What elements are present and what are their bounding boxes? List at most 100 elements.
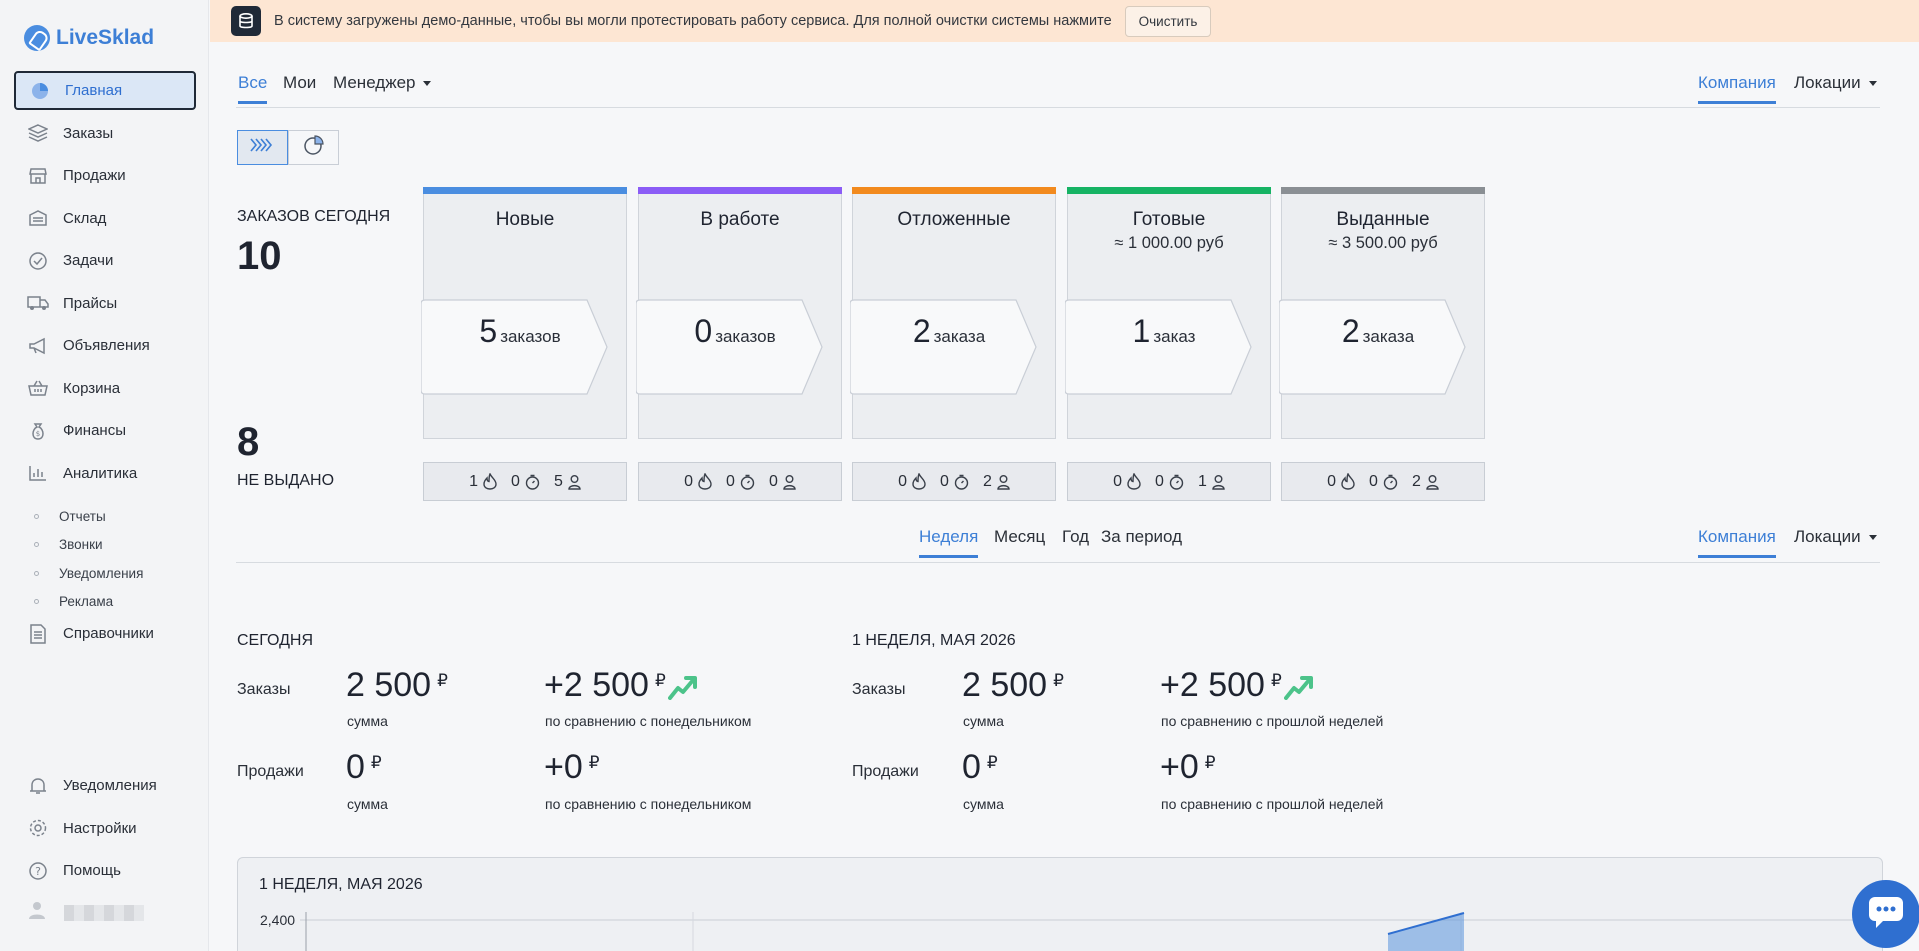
svg-text:?: ? — [35, 865, 41, 878]
week-sales-caption: сумма — [963, 796, 1004, 812]
arrow-shape — [421, 299, 608, 395]
value-text: +2 500 — [1160, 666, 1265, 704]
tab-week[interactable]: Неделя — [919, 527, 979, 558]
sidebar-item-home[interactable]: Главная — [14, 71, 196, 110]
overdue-count: 0 — [511, 472, 520, 490]
urgent-count: 1 — [469, 472, 479, 490]
dashboard-icon — [29, 81, 51, 101]
chat-bubble-icon — [1867, 895, 1905, 934]
value-text: 2 500 — [962, 666, 1048, 704]
money-bag-icon: $ — [27, 421, 49, 441]
tab-month[interactable]: Месяц — [994, 527, 1046, 546]
status-amount: ≈ 3 500.00 руб — [1328, 234, 1438, 252]
count-number: 5 — [479, 313, 498, 349]
today-orders-delta-caption: по сравнению с понедельником — [545, 713, 752, 729]
status-mini-stats[interactable]: 0 0 1 — [1067, 462, 1271, 501]
clients-count: 1 — [1197, 472, 1207, 490]
tab-company-period[interactable]: Компания — [1698, 527, 1776, 558]
manager-dropdown[interactable]: Менеджер — [333, 73, 431, 101]
store-icon — [27, 166, 49, 186]
status-count: 0 заказов — [639, 313, 831, 350]
bullet-icon — [34, 513, 39, 519]
submenu-item-notifications[interactable]: Уведомления — [34, 559, 143, 588]
sidebar-item-orders[interactable]: Заказы — [14, 114, 196, 153]
sidebar-item-settings[interactable]: Настройки — [14, 809, 196, 848]
person-icon — [783, 474, 796, 490]
sidebar-item-ads[interactable]: Объявления — [14, 326, 196, 365]
overdue-stat: 0 — [511, 473, 540, 491]
sidebar-item-label: Настройки — [63, 819, 137, 837]
tab-custom-period[interactable]: За период — [1101, 527, 1183, 546]
count-number: 0 — [694, 313, 713, 349]
sidebar-item-finance[interactable]: $ Финансы — [14, 411, 196, 450]
sidebar-item-help[interactable]: ? Помощь — [14, 851, 196, 890]
stopwatch-icon — [740, 474, 755, 490]
status-card[interactable]: В работе 0 заказов — [636, 187, 842, 439]
status-mini-stats[interactable]: 1 0 5 — [423, 462, 627, 501]
sidebar-item-analytics[interactable]: Аналитика — [14, 454, 196, 493]
status-color-bar — [1067, 187, 1271, 194]
status-count: 1 заказ — [1068, 313, 1260, 350]
tab-company[interactable]: Компания — [1698, 73, 1776, 104]
urgent-stat: 0 — [684, 473, 712, 491]
status-mini-stats[interactable]: 0 0 2 — [852, 462, 1056, 501]
logo[interactable]: LiveSklad — [24, 25, 154, 51]
submenu-item-calls[interactable]: Звонки — [34, 531, 143, 560]
sidebar-item-sales[interactable]: Продажи — [14, 156, 196, 195]
locations-dropdown[interactable]: Локации — [1794, 73, 1877, 101]
clear-demo-button[interactable]: Очистить — [1124, 5, 1212, 37]
overdue-count: 0 — [1369, 472, 1378, 490]
submenu-label: Реклама — [59, 594, 114, 610]
area-series — [1388, 913, 1464, 951]
arrow-shape — [850, 299, 1037, 395]
basket-icon — [27, 378, 49, 398]
fire-icon — [1341, 473, 1355, 490]
count-word: заказ — [1153, 327, 1196, 346]
today-sales-delta: +0 ₽ — [544, 748, 600, 787]
value-text: +0 — [544, 748, 583, 786]
clients-stat: 2 — [1412, 473, 1439, 491]
status-card[interactable]: Новые 5 заказов — [421, 187, 627, 439]
status-title: Новые — [495, 209, 555, 230]
value-text: +0 — [1160, 748, 1199, 786]
clients-stat: 5 — [554, 473, 581, 491]
today-orders-label: Заказы — [237, 681, 291, 698]
value-text: 0 — [346, 748, 365, 786]
status-card[interactable]: Выданные ≈ 3 500.00 руб 2 заказа — [1279, 187, 1485, 439]
sidebar-item-prices[interactable]: Прайсы — [14, 284, 196, 323]
currency-symbol: ₽ — [986, 753, 998, 772]
main-nav: Главная Заказы Продажи Склад Задачи Прай… — [14, 71, 196, 496]
overdue-count: 0 — [940, 472, 949, 490]
not-issued-label: НЕ ВЫДАНО — [237, 472, 335, 489]
tab-mine[interactable]: Мои — [283, 73, 317, 92]
funnel-view-button[interactable] — [237, 130, 288, 165]
support-chat-button[interactable] — [1852, 880, 1919, 948]
submenu-label: Уведомления — [59, 565, 144, 581]
sidebar-item-label: Задачи — [63, 252, 114, 269]
week-orders-label: Заказы — [852, 681, 906, 698]
status-mini-stats[interactable]: 0 0 0 — [638, 462, 842, 501]
locations-period-dropdown[interactable]: Локации — [1794, 527, 1877, 555]
sidebar-item-tasks[interactable]: Задачи — [14, 241, 196, 280]
sidebar-item-basket[interactable]: Корзина — [14, 369, 196, 408]
submenu-item-advertising[interactable]: Реклама — [34, 588, 143, 617]
submenu-item-reports[interactable]: Отчеты — [34, 502, 143, 531]
status-card[interactable]: Готовые ≈ 1 000.00 руб 1 заказ — [1065, 187, 1271, 439]
sidebar-item-warehouse[interactable]: Склад — [14, 199, 196, 238]
status-card[interactable]: Отложенные 2 заказа — [850, 187, 1056, 439]
status-color-bar — [1281, 187, 1485, 194]
locations-label: Локации — [1794, 73, 1861, 92]
tab-year[interactable]: Год — [1062, 527, 1090, 546]
currency-symbol: ₽ — [370, 753, 382, 772]
user-name-redacted — [64, 904, 144, 921]
sidebar-item-directories[interactable]: Справочники — [14, 614, 196, 653]
tab-all[interactable]: Все — [238, 73, 268, 104]
bottom-nav: Уведомления Настройки ? Помощь — [14, 766, 196, 894]
fire-icon — [483, 473, 497, 490]
pie-view-button[interactable] — [288, 130, 339, 165]
sidebar-item-notifications[interactable]: Уведомления — [14, 766, 196, 805]
bar-chart-icon — [27, 463, 49, 483]
user-profile[interactable] — [28, 900, 144, 925]
status-mini-stats[interactable]: 0 0 2 — [1281, 462, 1485, 501]
clients-count: 2 — [982, 472, 992, 490]
